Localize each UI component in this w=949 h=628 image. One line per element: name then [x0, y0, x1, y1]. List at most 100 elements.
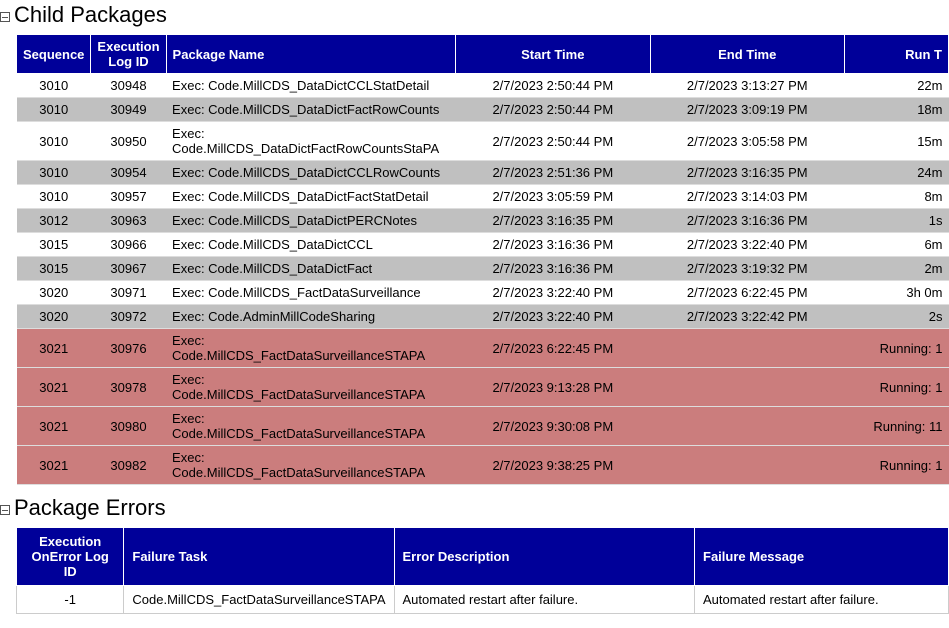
cell-sequence: 3020	[17, 281, 91, 305]
table-row[interactable]: 302030971Exec: Code.MillCDS_FactDataSurv…	[17, 281, 949, 305]
cell-run-time: Running: 1	[844, 446, 948, 485]
cell-execution-log-id: 30963	[91, 209, 166, 233]
cell-package-name: Exec: Code.MillCDS_FactDataSurveillanceS…	[166, 446, 456, 485]
cell-execution-log-id: 30976	[91, 329, 166, 368]
cell-sequence: 3020	[17, 305, 91, 329]
col-run-time: Run T	[844, 35, 948, 74]
table-row[interactable]: 301530967Exec: Code.MillCDS_DataDictFact…	[17, 257, 949, 281]
cell-run-time: Running: 1	[844, 329, 948, 368]
cell-start-time: 2/7/2023 9:30:08 PM	[456, 407, 650, 446]
cell-run-time: 1s	[844, 209, 948, 233]
table-row[interactable]: 301030957Exec: Code.MillCDS_DataDictFact…	[17, 185, 949, 209]
cell-package-name: Exec: Code.MillCDS_DataDictFact	[166, 257, 456, 281]
table-row[interactable]: 302030972Exec: Code.AdminMillCodeSharing…	[17, 305, 949, 329]
cell-execution-log-id: 30948	[91, 74, 166, 98]
child-packages-table: Sequence Execution Log ID Package Name S…	[16, 34, 949, 485]
cell-execution-log-id: 30950	[91, 122, 166, 161]
cell-sequence: 3010	[17, 74, 91, 98]
cell-run-time: 24m	[844, 161, 948, 185]
cell-sequence: 3021	[17, 368, 91, 407]
collapse-icon[interactable]	[0, 505, 10, 515]
cell-package-name: Exec: Code.AdminMillCodeSharing	[166, 305, 456, 329]
table-header-row: Execution OnError Log ID Failure Task Er…	[17, 528, 949, 586]
cell-sequence: 3010	[17, 98, 91, 122]
cell-package-name: Exec: Code.MillCDS_DataDictFactRowCounts	[166, 98, 456, 122]
cell-execution-log-id: 30957	[91, 185, 166, 209]
cell-package-name: Exec: Code.MillCDS_FactDataSurveillanceS…	[166, 368, 456, 407]
cell-execution-log-id: 30954	[91, 161, 166, 185]
cell-execution-log-id: 30971	[91, 281, 166, 305]
cell-execution-log-id: 30949	[91, 98, 166, 122]
cell-run-time: 2m	[844, 257, 948, 281]
cell-package-name: Exec: Code.MillCDS_FactDataSurveillanceS…	[166, 407, 456, 446]
cell-end-time: 2/7/2023 6:22:45 PM	[650, 281, 844, 305]
cell-start-time: 2/7/2023 9:13:28 PM	[456, 368, 650, 407]
col-error-description: Error Description	[394, 528, 694, 586]
package-errors-header: Package Errors	[0, 495, 949, 521]
cell-run-time: Running: 1	[844, 368, 948, 407]
cell-sequence: 3010	[17, 161, 91, 185]
cell-error-description: Automated restart after failure.	[394, 586, 694, 614]
table-row[interactable]: 301530966Exec: Code.MillCDS_DataDictCCL2…	[17, 233, 949, 257]
cell-execution-log-id: 30972	[91, 305, 166, 329]
cell-run-time: 6m	[844, 233, 948, 257]
cell-execution-log-id: 30982	[91, 446, 166, 485]
table-row[interactable]: 301030954Exec: Code.MillCDS_DataDictCCLR…	[17, 161, 949, 185]
cell-end-time: 2/7/2023 3:13:27 PM	[650, 74, 844, 98]
cell-package-name: Exec: Code.MillCDS_DataDictCCLStatDetail	[166, 74, 456, 98]
col-start-time: Start Time	[456, 35, 650, 74]
cell-sequence: 3010	[17, 185, 91, 209]
col-failure-task: Failure Task	[124, 528, 394, 586]
cell-package-name: Exec: Code.MillCDS_FactDataSurveillance	[166, 281, 456, 305]
col-end-time: End Time	[650, 35, 844, 74]
cell-package-name: Exec: Code.MillCDS_FactDataSurveillanceS…	[166, 329, 456, 368]
cell-start-time: 2/7/2023 2:50:44 PM	[456, 98, 650, 122]
cell-package-name: Exec: Code.MillCDS_DataDictCCL	[166, 233, 456, 257]
package-errors-title: Package Errors	[14, 495, 166, 521]
cell-sequence: 3010	[17, 122, 91, 161]
table-header-row: Sequence Execution Log ID Package Name S…	[17, 35, 949, 74]
table-row[interactable]: -1Code.MillCDS_FactDataSurveillanceSTAPA…	[17, 586, 949, 614]
table-row[interactable]: 301030950Exec: Code.MillCDS_DataDictFact…	[17, 122, 949, 161]
cell-start-time: 2/7/2023 9:38:25 PM	[456, 446, 650, 485]
collapse-icon[interactable]	[0, 12, 10, 22]
col-execution-log-id: Execution Log ID	[91, 35, 166, 74]
cell-start-time: 2/7/2023 3:16:35 PM	[456, 209, 650, 233]
table-row[interactable]: 301030949Exec: Code.MillCDS_DataDictFact…	[17, 98, 949, 122]
cell-start-time: 2/7/2023 3:16:36 PM	[456, 257, 650, 281]
col-package-name: Package Name	[166, 35, 456, 74]
cell-end-time: 2/7/2023 3:09:19 PM	[650, 98, 844, 122]
cell-start-time: 2/7/2023 2:51:36 PM	[456, 161, 650, 185]
table-row[interactable]: 302130978Exec: Code.MillCDS_FactDataSurv…	[17, 368, 949, 407]
cell-start-time: 2/7/2023 6:22:45 PM	[456, 329, 650, 368]
cell-start-time: 2/7/2023 3:16:36 PM	[456, 233, 650, 257]
table-row[interactable]: 302130980Exec: Code.MillCDS_FactDataSurv…	[17, 407, 949, 446]
cell-end-time	[650, 329, 844, 368]
cell-end-time: 2/7/2023 3:05:58 PM	[650, 122, 844, 161]
cell-end-time: 2/7/2023 3:14:03 PM	[650, 185, 844, 209]
cell-sequence: 3021	[17, 329, 91, 368]
cell-start-time: 2/7/2023 3:22:40 PM	[456, 305, 650, 329]
col-sequence: Sequence	[17, 35, 91, 74]
table-row[interactable]: 301030948Exec: Code.MillCDS_DataDictCCLS…	[17, 74, 949, 98]
table-row[interactable]: 301230963Exec: Code.MillCDS_DataDictPERC…	[17, 209, 949, 233]
cell-end-time	[650, 407, 844, 446]
cell-execution-log-id: 30978	[91, 368, 166, 407]
package-errors-table: Execution OnError Log ID Failure Task Er…	[16, 527, 949, 614]
cell-run-time: 8m	[844, 185, 948, 209]
table-row[interactable]: 302130976Exec: Code.MillCDS_FactDataSurv…	[17, 329, 949, 368]
cell-package-name: Exec: Code.MillCDS_DataDictFactStatDetai…	[166, 185, 456, 209]
cell-start-time: 2/7/2023 3:05:59 PM	[456, 185, 650, 209]
cell-failure-task: Code.MillCDS_FactDataSurveillanceSTAPA	[124, 586, 394, 614]
cell-run-time: Running: 11	[844, 407, 948, 446]
cell-end-time: 2/7/2023 3:22:42 PM	[650, 305, 844, 329]
cell-end-time: 2/7/2023 3:16:35 PM	[650, 161, 844, 185]
cell-execution-log-id: 30967	[91, 257, 166, 281]
cell-execution-log-id: 30966	[91, 233, 166, 257]
cell-sequence: 3021	[17, 407, 91, 446]
cell-start-time: 2/7/2023 2:50:44 PM	[456, 74, 650, 98]
table-row[interactable]: 302130982Exec: Code.MillCDS_FactDataSurv…	[17, 446, 949, 485]
cell-execution-log-id: 30980	[91, 407, 166, 446]
cell-sequence: 3015	[17, 233, 91, 257]
cell-package-name: Exec: Code.MillCDS_DataDictPERCNotes	[166, 209, 456, 233]
